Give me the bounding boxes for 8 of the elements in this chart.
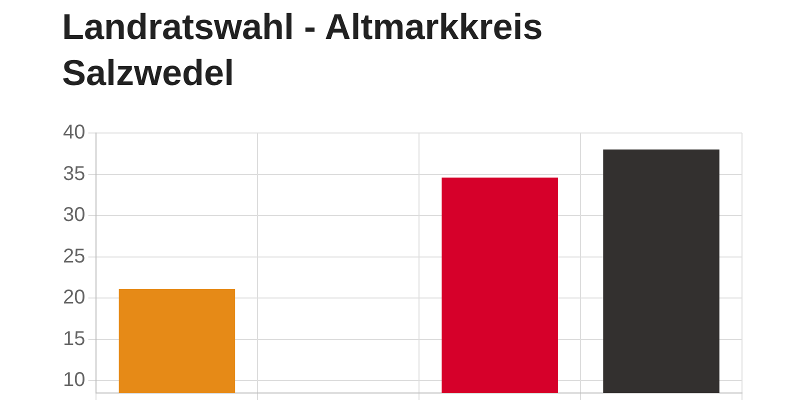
y-tick-label: 25 — [62, 245, 86, 268]
chart-title: Landratswahl - Altmarkkreis Salzwedel — [62, 5, 544, 95]
y-tick-label: 35 — [62, 162, 86, 185]
y-tick-label: 15 — [62, 328, 86, 350]
y-tick-label: 20 — [62, 286, 86, 309]
y-tick-label: 40 — [62, 122, 86, 144]
y-tick-label: 10 — [62, 369, 86, 392]
y-tick-label: 30 — [62, 204, 86, 226]
